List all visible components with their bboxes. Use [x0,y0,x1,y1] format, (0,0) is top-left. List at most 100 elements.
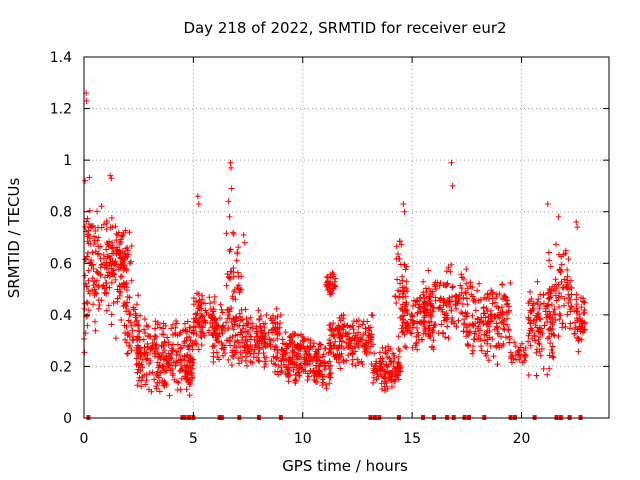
data-point [438,321,445,328]
data-point [85,277,92,284]
data-point [199,312,206,319]
data-point [305,373,312,380]
data-point [268,358,275,365]
data-point [106,262,113,269]
data-point [428,318,435,325]
data-point [105,253,112,260]
data-point [526,330,533,337]
data-point [215,322,222,329]
data-point [116,240,123,247]
data-point [243,315,250,322]
data-point [338,350,345,357]
data-point [210,358,217,365]
data-point [92,228,99,235]
data-point [94,277,101,284]
data-point [355,329,362,336]
data-point [132,314,139,321]
data-point [486,328,493,335]
data-point [409,312,416,319]
data-point [549,343,556,350]
data-point [457,309,464,316]
data-point [559,320,566,327]
data-point [567,308,574,315]
data-point [391,378,398,385]
data-point [166,362,173,369]
data-point [447,268,454,275]
data-point [527,320,534,327]
data-point [84,215,91,222]
data-point [236,310,243,317]
data-point [294,332,301,339]
data-point [134,382,141,389]
data-point [100,282,107,289]
data-point [162,322,169,329]
data-point [477,296,484,303]
data-point [231,351,238,358]
data-point [310,343,317,350]
data-point [369,312,376,319]
data-point [548,287,555,294]
data-point [514,348,521,355]
data-point [134,369,141,376]
data-point [277,312,284,318]
data-point [234,322,241,329]
data-point [114,232,121,239]
data-point [274,313,281,320]
data-point [413,325,420,332]
data-point [201,319,208,326]
data-point [260,320,267,327]
data-point [535,296,542,303]
data-point [405,323,412,330]
data-point [340,345,347,352]
data-point [188,374,195,381]
data-point [383,368,390,375]
data-point [135,292,142,299]
data-point [255,307,262,314]
data-point [296,369,303,376]
data-point [103,246,110,253]
data-point [190,301,197,308]
data-point [501,316,508,323]
data-point [120,259,127,266]
data-point [247,358,254,365]
data-point [153,383,160,390]
data-point [334,326,341,333]
data-point [553,281,560,288]
data-point [277,319,284,326]
data-point [157,354,164,361]
data-point [496,291,503,298]
data-point [556,310,563,317]
data-point [85,267,92,274]
data-point [134,301,141,308]
data-point [332,275,339,282]
data-point [551,306,558,313]
data-point [167,354,174,361]
data-point [85,307,92,314]
data-point [254,333,261,340]
data-point [547,292,554,299]
data-point [169,321,176,328]
data-point [83,299,90,306]
data-point [298,331,305,338]
data-point [487,342,494,349]
data-point [290,364,297,371]
data-point [245,329,252,336]
data-point [522,352,529,359]
data-point [463,289,470,296]
data-point [195,346,202,353]
data-point [215,338,222,345]
data-point [402,266,409,273]
axes: 0 0.2 0.4 0.6 0.8 1 1.2 1.4 0 5 10 15 20 [50,50,610,447]
data-point [83,282,90,289]
data-point [199,324,206,331]
data-point [527,288,534,295]
data-point [152,332,159,339]
data-point [241,239,248,246]
data-point [278,367,285,374]
data-point [325,362,332,369]
data-point [181,338,188,345]
data-point [407,329,414,336]
data-point [262,343,269,350]
data-point [261,354,268,361]
data-point [443,268,450,275]
